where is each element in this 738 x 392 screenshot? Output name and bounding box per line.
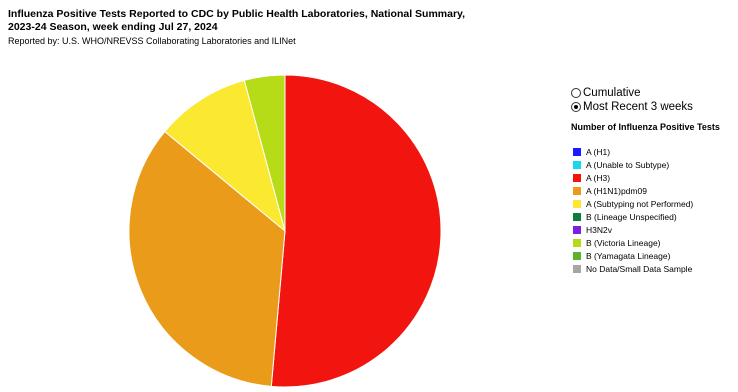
pie-slice-a-h1n1-pdm09[interactable] bbox=[128, 130, 286, 387]
radio-circle-icon[interactable] bbox=[571, 102, 581, 112]
legend-item-h3n2v: H3N2v bbox=[573, 223, 693, 236]
legend-swatch bbox=[573, 147, 581, 156]
legend-title: Number of Influenza Positive Tests bbox=[571, 122, 720, 132]
legend-item-label: A (Subtyping not Performed) bbox=[586, 198, 694, 209]
legend-item-label: A (Unable to Subtype) bbox=[586, 159, 670, 170]
legend-item-label: H3N2v bbox=[586, 224, 612, 235]
chart-title-line1: Influenza Positive Tests Reported to CDC… bbox=[8, 8, 466, 20]
legend-swatch bbox=[573, 173, 581, 182]
legend-swatch bbox=[573, 225, 581, 234]
legend-swatch bbox=[573, 251, 581, 260]
legend: A (H1) A (Unable to Subtype) A (H3) A (H… bbox=[573, 145, 693, 275]
legend-item-label: A (H1) bbox=[586, 146, 611, 157]
legend-item-label: B (Yamagata Lineage) bbox=[586, 250, 671, 261]
legend-swatch bbox=[573, 199, 581, 208]
legend-swatch bbox=[573, 212, 581, 221]
legend-item-a-subtyping-not-performed: A (Subtyping not Performed) bbox=[573, 197, 693, 210]
legend-item-a-h3: A (H3) bbox=[573, 171, 693, 184]
radio-cumulative-label: Cumulative bbox=[583, 87, 641, 99]
legend-item-a-unable-to-subtype: A (Unable to Subtype) bbox=[573, 158, 693, 171]
legend-item-b-lineage-unspecified: B (Lineage Unspecified) bbox=[573, 210, 693, 223]
legend-item-label: B (Victoria Lineage) bbox=[586, 237, 661, 248]
legend-swatch bbox=[573, 264, 581, 273]
reported-by-text: Reported by: U.S. WHO/NREVSS Collaborati… bbox=[8, 36, 296, 46]
pie-chart bbox=[128, 74, 442, 388]
pie-slice-a-h3[interactable] bbox=[270, 74, 442, 388]
radio-cumulative[interactable]: Cumulative bbox=[571, 86, 693, 100]
legend-item-a-h1n1pdm09: A (H1N1)pdm09 bbox=[573, 184, 693, 197]
legend-swatch bbox=[573, 160, 581, 169]
legend-item-label: A (H1N1)pdm09 bbox=[586, 185, 647, 196]
pie-slice-a-subtyping-not-performed[interactable] bbox=[164, 79, 286, 233]
radio-circle-icon[interactable] bbox=[571, 88, 581, 98]
chart-title-line2: 2023-24 Season, week ending Jul 27, 2024 bbox=[8, 21, 218, 33]
view-radio-group: Cumulative Most Recent 3 weeks bbox=[571, 86, 693, 114]
radio-most-recent-3-weeks[interactable]: Most Recent 3 weeks bbox=[571, 100, 693, 114]
legend-item-b-yamagata-lineage: B (Yamagata Lineage) bbox=[573, 249, 693, 262]
pie-slice-b-victoria-lineage[interactable] bbox=[243, 74, 286, 232]
legend-item-b-victoria-lineage: B (Victoria Lineage) bbox=[573, 236, 693, 249]
legend-item-label: No Data/Small Data Sample bbox=[586, 263, 693, 274]
legend-item-a-h1: A (H1) bbox=[573, 145, 693, 158]
radio-most-recent-label: Most Recent 3 weeks bbox=[583, 101, 693, 113]
legend-item-label: A (H3) bbox=[586, 172, 611, 183]
chart-header: Influenza Positive Tests Reported to CDC… bbox=[8, 8, 478, 48]
legend-swatch bbox=[573, 186, 581, 195]
legend-swatch bbox=[573, 238, 581, 247]
legend-item-label: B (Lineage Unspecified) bbox=[586, 211, 677, 222]
legend-item-no-data: No Data/Small Data Sample bbox=[573, 262, 693, 275]
